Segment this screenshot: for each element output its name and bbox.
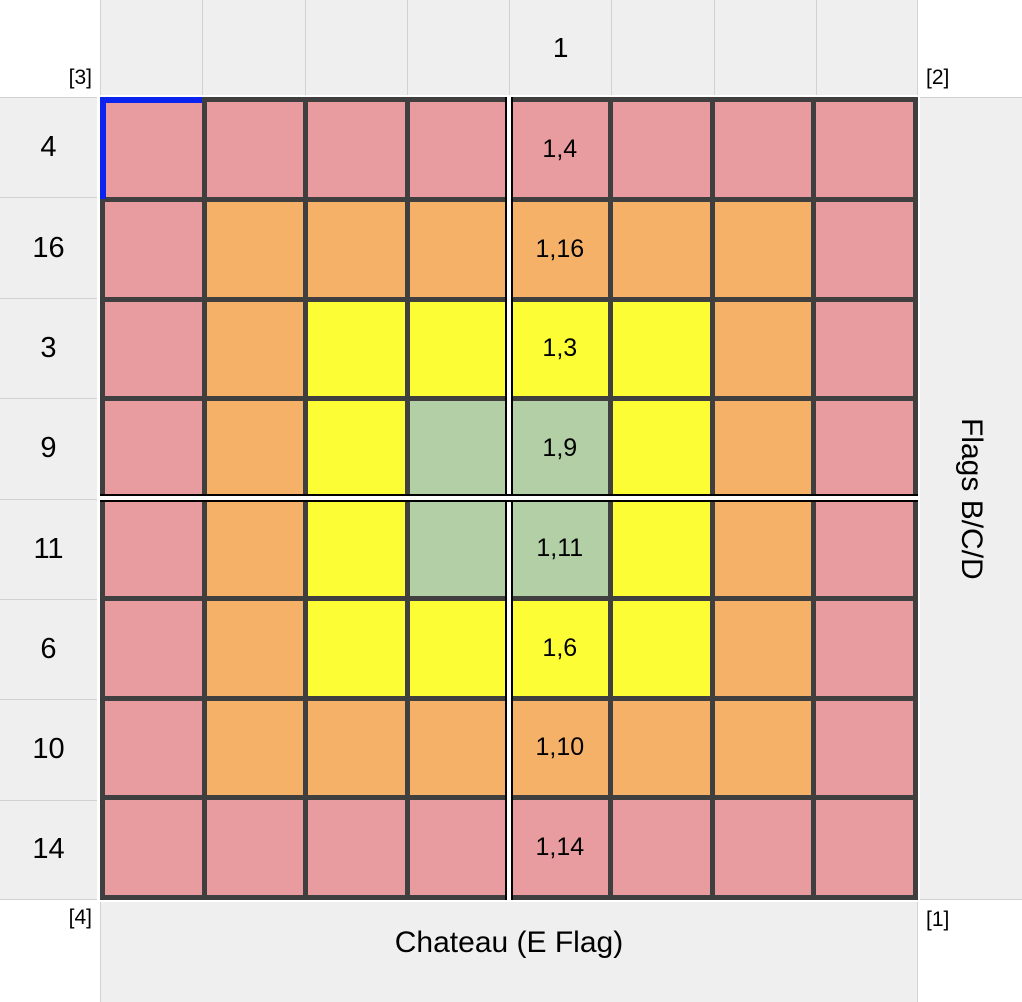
grid-cell-r3c6[interactable] [613, 301, 710, 397]
col-header-2 [202, 0, 305, 95]
grid-cell-r7c5[interactable]: 1,10 [511, 700, 609, 796]
grid-cell-r4c2[interactable] [206, 401, 304, 496]
center-crosshair-horizontal [100, 494, 918, 502]
grid-cell-r3c1[interactable] [105, 301, 202, 397]
corner-ref-3-label: [3] [68, 66, 92, 89]
grid-cell-r6c6[interactable] [613, 600, 710, 696]
grid-cell-r6c8[interactable] [816, 600, 913, 696]
col-header-6 [611, 0, 714, 95]
grid-cell-r1c5[interactable]: 1,4 [511, 102, 609, 197]
grid-cell-r7c7[interactable] [714, 700, 812, 796]
grid-cell-r8c4[interactable] [409, 800, 507, 895]
row-header-8: 14 [0, 799, 97, 900]
grid-cell-r2c4[interactable] [409, 201, 507, 297]
grid-cell-r6c3[interactable] [308, 600, 405, 696]
left-axis: 4 16 3 9 11 6 10 14 [0, 97, 97, 900]
row-header-3: 3 [0, 297, 97, 399]
corner-ref-4-label: [4] [68, 906, 92, 929]
heatmap-grid: 1,4 1,16 1,3 1,9 1,11 1,6 1,10 1,14 [100, 97, 918, 900]
right-axis-label: Flags B/C/D [955, 417, 988, 580]
grid-cell-r2c2[interactable] [206, 201, 304, 297]
grid-cell-r1c3[interactable] [308, 102, 405, 197]
grid-cell-r2c5[interactable]: 1,16 [511, 201, 609, 297]
row-header-2: 16 [0, 197, 97, 298]
col-header-8 [815, 0, 918, 95]
right-axis: Flags B/C/D [920, 97, 1022, 900]
grid-cell-r7c1[interactable] [105, 700, 202, 796]
corner-ref-2: [2] [920, 0, 1022, 95]
corner-ref-1: [1] [920, 902, 1022, 1002]
row-header-5: 11 [0, 498, 97, 599]
grid-cell-r8c6[interactable] [613, 800, 710, 895]
top-axis: 1 [100, 0, 918, 95]
grid-cell-r1c4[interactable] [409, 102, 507, 197]
grid-cell-r8c5[interactable]: 1,14 [511, 800, 609, 895]
grid-cell-r5c8[interactable] [816, 501, 913, 596]
grid-cell-r4c5[interactable]: 1,9 [511, 401, 609, 496]
grid-cell-r4c6[interactable] [613, 401, 710, 496]
grid-cell-r3c2[interactable] [206, 301, 304, 397]
grid-cell-r5c6[interactable] [613, 501, 710, 596]
grid-cell-r5c5[interactable]: 1,11 [511, 501, 609, 596]
col-header-1 [100, 0, 203, 95]
grid-cell-r1c8[interactable] [816, 102, 913, 197]
grid-cell-r8c2[interactable] [206, 800, 304, 895]
row-header-6: 6 [0, 598, 97, 700]
row-header-1: 4 [0, 97, 97, 198]
grid-cell-r3c5[interactable]: 1,3 [511, 301, 609, 397]
col-header-5: 1 [509, 0, 612, 95]
grid-cell-r5c4[interactable] [409, 501, 507, 596]
bottom-axis: Chateau (E Flag) [100, 902, 918, 1002]
grid-cell-r6c4[interactable] [409, 600, 507, 696]
grid-cell-r2c8[interactable] [816, 201, 913, 297]
grid-cell-r7c4[interactable] [409, 700, 507, 796]
grid-cell-r5c1[interactable] [105, 501, 202, 596]
col-header-4 [406, 0, 509, 95]
grid-cell-r1c7[interactable] [714, 102, 812, 197]
grid-cell-r3c4[interactable] [409, 301, 507, 397]
grid-cell-r4c7[interactable] [714, 401, 812, 496]
corner-ref-4: [4] [0, 902, 97, 1002]
grid-cell-r6c5[interactable]: 1,6 [511, 600, 609, 696]
grid-cell-r2c1[interactable] [105, 201, 202, 297]
grid-cell-r4c8[interactable] [816, 401, 913, 496]
grid-cell-r2c7[interactable] [714, 201, 812, 297]
grid-cell-r3c7[interactable] [714, 301, 812, 397]
grid-cell-r3c8[interactable] [816, 301, 913, 397]
grid-cell-r8c3[interactable] [308, 800, 405, 895]
grid-cell-r3c3[interactable] [308, 301, 405, 397]
grid-cell-r6c7[interactable] [714, 600, 812, 696]
corner-ref-3: [3] [0, 0, 97, 95]
grid-cell-r7c2[interactable] [206, 700, 304, 796]
grid-cell-r8c1[interactable] [105, 800, 202, 895]
grid-cell-r7c8[interactable] [816, 700, 913, 796]
grid-cell-r4c4[interactable] [409, 401, 507, 496]
grid-cell-r8c7[interactable] [714, 800, 812, 895]
row-header-4: 9 [0, 398, 97, 499]
grid-cell-r6c2[interactable] [206, 600, 304, 696]
grid-cell-r1c1[interactable] [105, 102, 202, 197]
corner-ref-2-label: [2] [926, 66, 950, 89]
grid-cell-r4c3[interactable] [308, 401, 405, 496]
row-header-7: 10 [0, 699, 97, 800]
grid-cell-r4c1[interactable] [105, 401, 202, 496]
corner-ref-1-label: [1] [926, 908, 950, 931]
grid-cell-r7c6[interactable] [613, 700, 710, 796]
col-header-3 [304, 0, 407, 95]
grid-cell-r2c3[interactable] [308, 201, 405, 297]
grid-cell-r5c3[interactable] [308, 501, 405, 596]
bottom-axis-label: Chateau (E Flag) [394, 926, 624, 959]
grid-cell-r1c6[interactable] [613, 102, 710, 197]
grid-cell-r7c3[interactable] [308, 700, 405, 796]
grid-cell-r5c2[interactable] [206, 501, 304, 596]
grid-cell-r2c6[interactable] [613, 201, 710, 297]
grid-cell-r1c2[interactable] [206, 102, 304, 197]
grid-cell-r5c7[interactable] [714, 501, 812, 596]
col-header-7 [713, 0, 816, 95]
grid-cell-r6c1[interactable] [105, 600, 202, 696]
grid-cell-r8c8[interactable] [816, 800, 913, 895]
